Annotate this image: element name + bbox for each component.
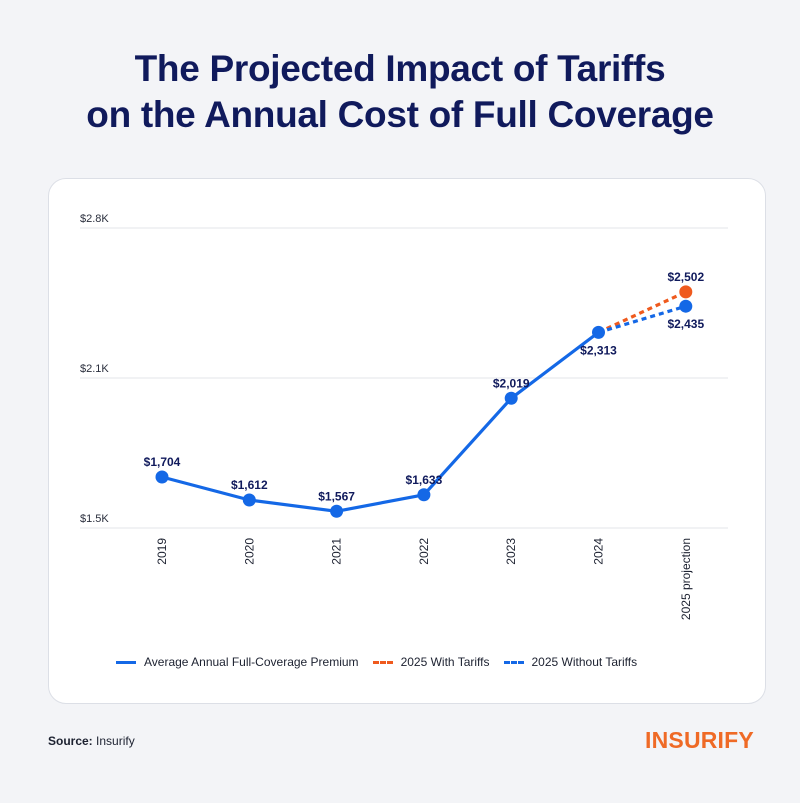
y-tick-label: $1.5K	[80, 513, 109, 525]
series-line-1	[597, 290, 687, 334]
x-tick-label: 2019	[155, 538, 169, 565]
source-label: Source:	[48, 734, 93, 748]
x-tick-label: 2024	[592, 538, 606, 565]
legend-item-average: Average Annual Full-Coverage Premium	[116, 655, 359, 669]
title-line-2: on the Annual Cost of Full Coverage	[86, 94, 714, 135]
legend-label-with-tariffs: 2025 With Tariffs	[400, 655, 490, 669]
chart-legend: Average Annual Full-Coverage Premium 202…	[116, 655, 651, 669]
data-label: $2,435	[667, 317, 704, 331]
data-point	[679, 285, 693, 299]
data-label: $2,313	[580, 343, 617, 357]
legend-swatch-with-tariffs	[372, 660, 393, 664]
legend-swatch-without-tariffs	[503, 660, 524, 664]
insurify-logo: INSURIFY	[645, 727, 754, 753]
data-label: $2,019	[493, 376, 530, 390]
x-tick-label: 2025 projection	[679, 538, 693, 620]
x-tick-label: 2023	[504, 538, 518, 565]
data-point	[504, 391, 518, 405]
chart-card	[48, 178, 766, 704]
legend-swatch-average	[116, 660, 136, 664]
data-point	[417, 488, 431, 502]
x-tick-label: 2022	[417, 538, 431, 565]
title-line-1: The Projected Impact of Tariffs	[134, 48, 666, 89]
legend-label-without-tariffs: 2025 Without Tariffs	[531, 655, 638, 669]
page-title: The Projected Impact of Tariffs on the A…	[0, 46, 800, 138]
x-tick-label: 2021	[330, 538, 344, 565]
x-tick-label: 2020	[242, 538, 256, 565]
data-label: $2,502	[667, 270, 704, 284]
source-value: Insurify	[96, 734, 135, 748]
data-point	[592, 325, 605, 339]
data-label: $1,612	[231, 478, 268, 492]
data-label: $1,704	[144, 455, 181, 469]
legend-item-without-tariffs: 2025 Without Tariffs	[503, 655, 638, 669]
data-point	[242, 493, 256, 507]
y-tick-label: $2.1K	[80, 363, 109, 375]
y-tick-label: $2.8K	[80, 213, 109, 225]
series-line-2	[598, 304, 687, 334]
data-label: $1,633	[406, 473, 443, 487]
data-label: $1,567	[318, 489, 355, 503]
data-point	[330, 504, 344, 518]
legend-item-with-tariffs: 2025 With Tariffs	[372, 655, 490, 669]
data-point	[155, 470, 169, 484]
legend-label-average: Average Annual Full-Coverage Premium	[144, 655, 359, 669]
data-point	[679, 299, 693, 313]
series-line-0	[160, 330, 601, 513]
source-note: Source: Insurify	[48, 734, 135, 748]
